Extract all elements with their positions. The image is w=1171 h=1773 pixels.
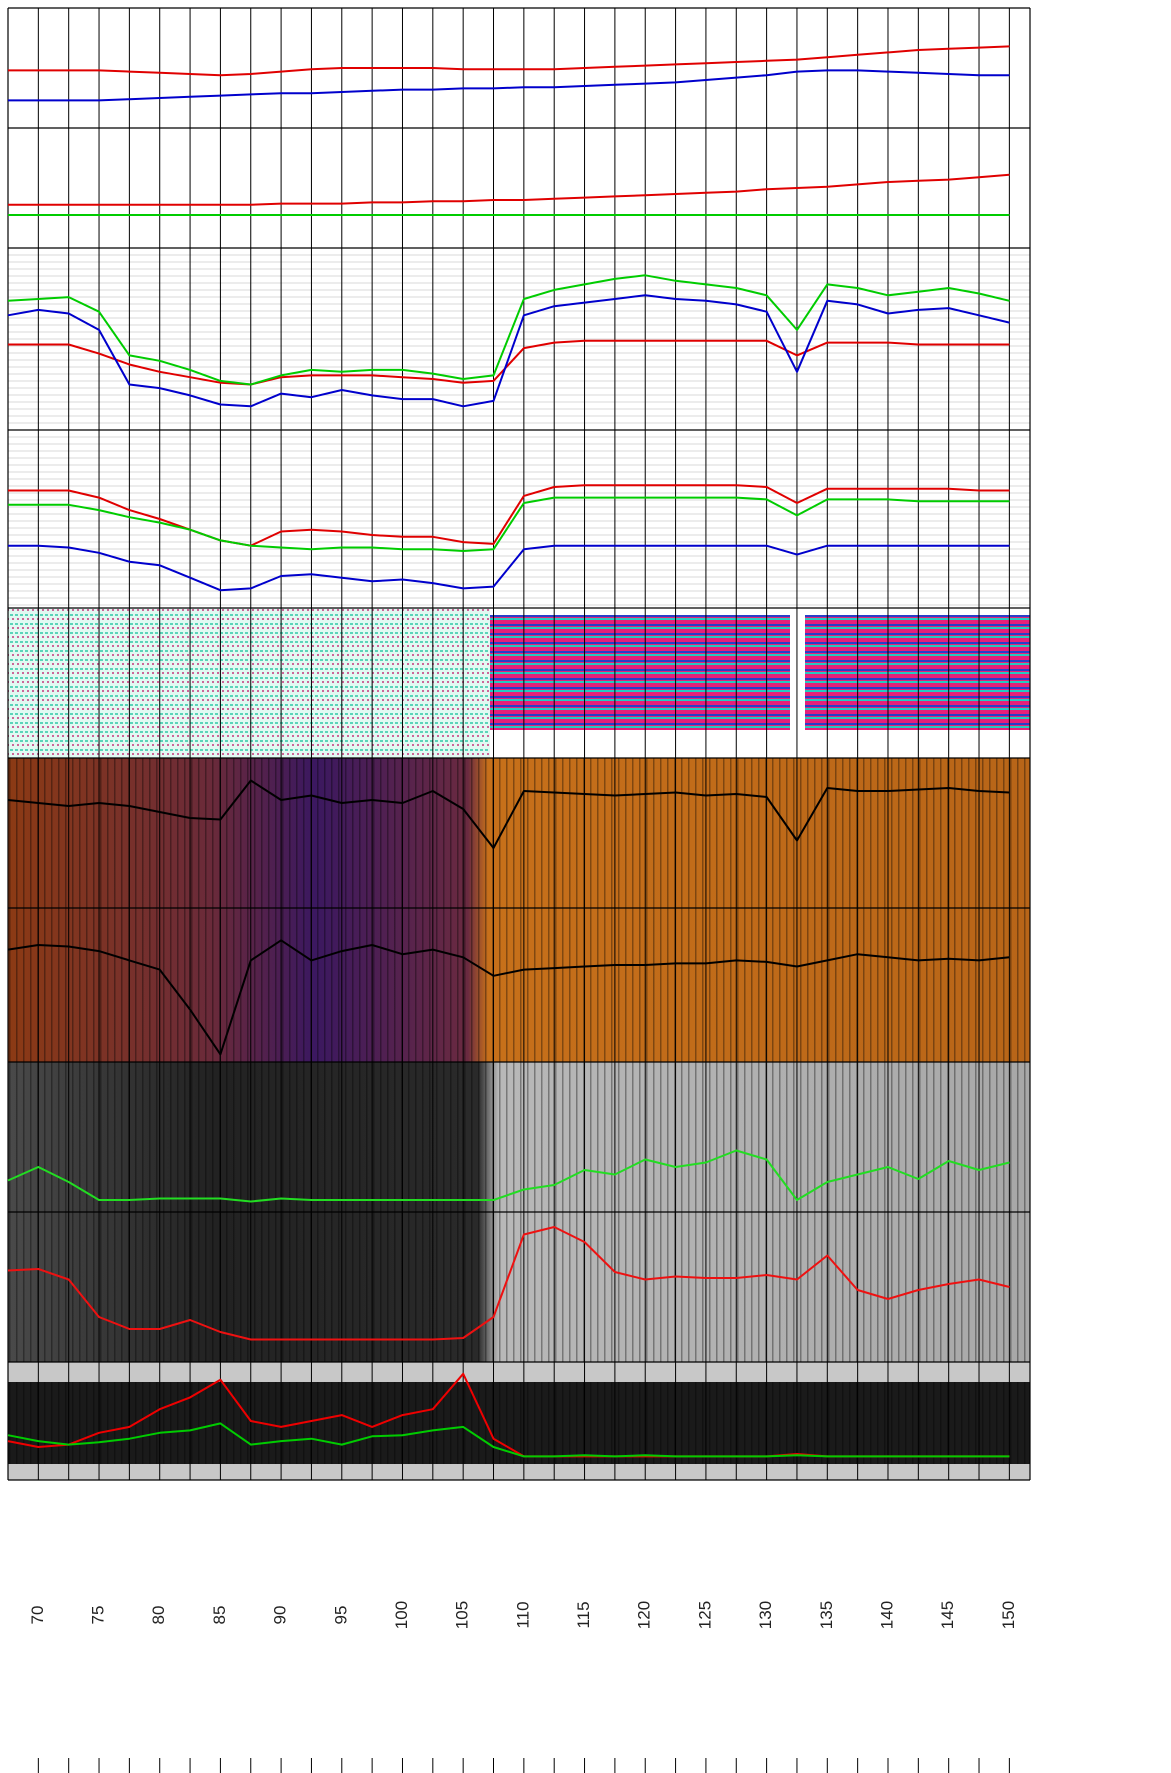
curve <box>7 1422 1010 1458</box>
x-tick-label: 85 <box>210 1606 229 1625</box>
x-tick-label: 95 <box>331 1606 350 1625</box>
curve <box>7 294 1010 408</box>
x-tick-label: 125 <box>695 1601 714 1629</box>
x-tick-label: 140 <box>877 1601 896 1629</box>
curve <box>7 274 1010 386</box>
x-tick-label: 80 <box>149 1606 168 1625</box>
x-tick-label: 110 <box>513 1601 532 1628</box>
curve <box>7 1149 1010 1203</box>
curve <box>8 69 1010 102</box>
curve <box>7 779 1010 849</box>
curve <box>8 496 1010 552</box>
curve <box>7 1226 1010 1341</box>
x-tick-label: 115 <box>574 1601 593 1628</box>
track-backgrounds <box>8 248 1030 1480</box>
x-tick-label: 150 <box>999 1601 1018 1629</box>
x-tick-label: 105 <box>453 1601 472 1629</box>
curve <box>8 173 1010 206</box>
x-tick-label: 135 <box>817 1601 836 1629</box>
curve <box>8 484 1010 547</box>
x-tick-label: 100 <box>392 1601 411 1629</box>
x-tick-label: 120 <box>635 1601 654 1629</box>
curve <box>8 339 1010 386</box>
x-tick-label: 145 <box>938 1601 957 1629</box>
x-tick-label: 130 <box>756 1601 775 1629</box>
curve <box>8 45 1010 77</box>
curve <box>7 939 1010 1056</box>
x-tick-label: 75 <box>89 1606 108 1625</box>
plot-area: 70 75 80 85 90 95 100 105 110 115 120 125 130 135 140 1… <box>7 7 1031 1773</box>
curve <box>8 544 1010 592</box>
x-tick-label: 90 <box>271 1606 290 1625</box>
x-tick-label: 70 <box>28 1606 47 1625</box>
